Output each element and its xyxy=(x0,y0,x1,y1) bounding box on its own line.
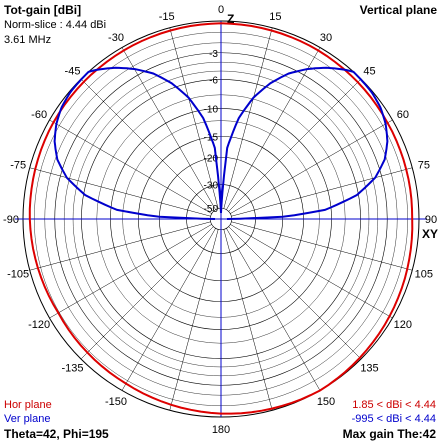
db-label: -20 xyxy=(204,153,219,164)
grid-spoke xyxy=(169,27,219,209)
angle-label: -105 xyxy=(7,268,29,280)
grid-spoke xyxy=(169,229,219,411)
angle-label: -135 xyxy=(61,362,83,374)
hor-plane-legend: Hor plane xyxy=(4,399,52,411)
angle-label: 120 xyxy=(394,319,412,331)
ver-plane-legend: Ver plane xyxy=(4,413,51,425)
grid-spoke xyxy=(231,167,413,217)
hor-range-readout: 1.85 < dBi < 4.44 xyxy=(352,399,436,411)
angle-label: 105 xyxy=(415,268,433,280)
grid-spoke xyxy=(228,78,362,212)
grid-spoke xyxy=(231,221,413,271)
xy-axis-label: XY xyxy=(422,227,438,241)
grid-spoke xyxy=(29,221,211,271)
hor-plane-trace xyxy=(28,22,414,415)
chart-title: Tot-gain [dBi] xyxy=(4,3,82,17)
norm-slice-readout: Norm-slice : 4.44 dBi xyxy=(4,19,107,31)
theta-phi-readout: Theta=42, Phi=195 xyxy=(4,427,109,441)
grid-spoke xyxy=(49,119,212,214)
ver-range-readout: -995 < dBi < 4.44 xyxy=(351,413,436,425)
angle-label: 30 xyxy=(320,32,332,44)
grid-spoke xyxy=(223,27,273,209)
angle-label: 75 xyxy=(418,160,430,172)
angle-label: -15 xyxy=(159,11,175,23)
angle-label: 90 xyxy=(425,214,437,226)
angle-label: -90 xyxy=(3,214,19,226)
angle-label: -30 xyxy=(108,32,124,44)
angle-label: 180 xyxy=(212,424,230,436)
grid-spoke xyxy=(80,78,214,212)
angle-label: -150 xyxy=(105,396,127,408)
db-label: -3 xyxy=(209,49,218,60)
angle-label: 60 xyxy=(397,109,409,121)
db-label: -30 xyxy=(204,181,219,192)
db-label: -10 xyxy=(204,104,219,115)
z-axis-label: Z xyxy=(227,12,234,26)
db-label: -6 xyxy=(209,75,218,86)
grid-spoke xyxy=(121,47,216,210)
grid-spoke xyxy=(223,229,273,411)
angle-label: -60 xyxy=(31,109,47,121)
ver-plane-trace xyxy=(53,66,389,220)
grid-spoke xyxy=(121,228,216,391)
angle-label: 0 xyxy=(218,4,224,16)
grid-spoke xyxy=(230,224,393,319)
angle-label: -45 xyxy=(65,66,81,78)
grid-spoke xyxy=(230,119,393,214)
grid-spoke xyxy=(29,167,211,217)
angle-label: 45 xyxy=(363,66,375,78)
db-label: -50 xyxy=(204,204,219,215)
frequency-readout: 3.61 MHz xyxy=(4,34,52,46)
grid-spoke xyxy=(228,226,362,360)
angle-label: 135 xyxy=(360,362,378,374)
grid-spoke xyxy=(226,228,321,391)
angle-label: -120 xyxy=(28,319,50,331)
grid-spoke xyxy=(49,224,212,319)
max-gain-readout: Max gain The:42 xyxy=(342,427,436,441)
plane-title: Vertical plane xyxy=(359,3,437,17)
grid-spoke xyxy=(80,226,214,360)
grid-spoke xyxy=(226,47,321,210)
angle-label: 150 xyxy=(317,396,335,408)
angle-label: 15 xyxy=(269,11,281,23)
angle-label: -75 xyxy=(10,160,26,172)
